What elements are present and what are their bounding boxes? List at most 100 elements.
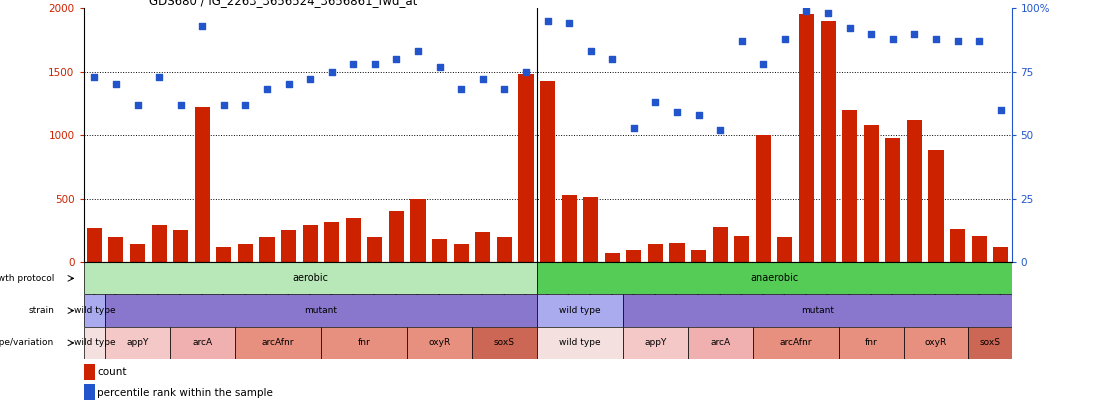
Text: growth protocol: growth protocol: [0, 274, 55, 283]
Point: [668, 109, 686, 115]
Point: [733, 38, 751, 45]
Bar: [321, 327, 408, 359]
Bar: [281, 230, 296, 262]
Point: [776, 35, 794, 42]
Bar: [368, 237, 382, 262]
Point: [344, 61, 362, 67]
Bar: [755, 135, 771, 262]
Bar: [105, 294, 537, 327]
Bar: [778, 237, 792, 262]
Point: [150, 73, 168, 80]
Bar: [537, 262, 1012, 294]
Text: anaerobic: anaerobic: [750, 273, 799, 283]
Point: [194, 23, 212, 29]
Bar: [84, 384, 95, 401]
Bar: [623, 294, 1012, 327]
Point: [841, 25, 859, 32]
Point: [970, 38, 988, 45]
Bar: [540, 81, 555, 262]
Point: [236, 101, 254, 108]
Text: percentile rank within the sample: percentile rank within the sample: [97, 388, 273, 398]
Bar: [626, 250, 642, 262]
Bar: [968, 327, 1012, 359]
Point: [388, 55, 405, 62]
Bar: [971, 236, 987, 262]
Bar: [87, 228, 101, 262]
Bar: [799, 15, 814, 262]
Point: [409, 48, 427, 55]
Point: [862, 30, 880, 37]
Bar: [432, 239, 447, 262]
Bar: [84, 327, 105, 359]
Point: [560, 20, 578, 27]
Bar: [169, 327, 235, 359]
Text: appY: appY: [126, 338, 148, 347]
Bar: [623, 327, 687, 359]
Point: [819, 10, 837, 17]
Bar: [605, 254, 619, 262]
Point: [86, 73, 104, 80]
Text: wild type: wild type: [74, 306, 115, 315]
Bar: [195, 107, 209, 262]
Text: wild type: wild type: [559, 306, 600, 315]
Point: [582, 48, 599, 55]
Bar: [173, 230, 188, 262]
Bar: [734, 236, 750, 262]
Text: mutant: mutant: [801, 306, 833, 315]
Text: appY: appY: [644, 338, 666, 347]
Bar: [537, 294, 623, 327]
Text: oxyR: oxyR: [429, 338, 451, 347]
Point: [991, 107, 1009, 113]
Bar: [108, 237, 124, 262]
Point: [280, 81, 297, 87]
Point: [517, 68, 535, 75]
Text: wild type: wild type: [74, 338, 115, 347]
Point: [367, 61, 384, 67]
Point: [906, 30, 924, 37]
Point: [128, 101, 146, 108]
Point: [949, 38, 967, 45]
Point: [258, 86, 276, 93]
Bar: [408, 327, 472, 359]
Bar: [84, 364, 95, 380]
Text: wild type: wild type: [559, 338, 600, 347]
Text: GDS680 / IG_2263_3656524_3656861_fwd_at: GDS680 / IG_2263_3656524_3656861_fwd_at: [148, 0, 417, 7]
Point: [927, 35, 945, 42]
Point: [690, 112, 707, 118]
Bar: [152, 226, 167, 262]
Point: [496, 86, 514, 93]
Bar: [583, 197, 598, 262]
Point: [625, 124, 643, 131]
Bar: [903, 327, 968, 359]
Bar: [886, 138, 900, 262]
Bar: [235, 327, 321, 359]
Bar: [821, 21, 836, 262]
Point: [883, 35, 901, 42]
Text: oxyR: oxyR: [925, 338, 947, 347]
Bar: [670, 243, 685, 262]
Point: [215, 101, 233, 108]
Bar: [842, 110, 857, 262]
Text: soxS: soxS: [979, 338, 1000, 347]
Text: arcAfnr: arcAfnr: [780, 338, 812, 347]
Point: [301, 76, 319, 83]
Text: soxS: soxS: [494, 338, 515, 347]
Bar: [389, 211, 404, 262]
Bar: [453, 245, 469, 262]
Bar: [472, 327, 537, 359]
Bar: [260, 237, 274, 262]
Text: arcA: arcA: [193, 338, 213, 347]
Point: [172, 101, 189, 108]
Bar: [687, 327, 753, 359]
Text: fnr: fnr: [358, 338, 371, 347]
Bar: [84, 262, 537, 294]
Bar: [324, 222, 340, 262]
Text: aerobic: aerobic: [292, 273, 329, 283]
Bar: [303, 226, 317, 262]
Point: [473, 76, 491, 83]
Bar: [497, 237, 512, 262]
Point: [711, 127, 729, 133]
Bar: [537, 327, 623, 359]
Bar: [476, 232, 490, 262]
Text: arcAfnr: arcAfnr: [262, 338, 294, 347]
